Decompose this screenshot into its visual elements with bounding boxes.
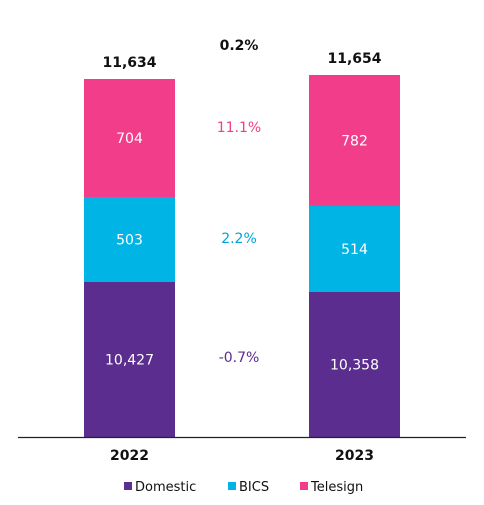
- change-label-domestic: -0.7%: [219, 350, 260, 366]
- x-tick-label-2022: 2022: [110, 448, 149, 464]
- data-label-bics-2022: 503: [116, 233, 143, 249]
- total-label-2023: 11,654: [327, 51, 381, 67]
- change-label-bics: 2.2%: [221, 231, 257, 247]
- legend-label-bics: BICS: [239, 480, 269, 495]
- data-label-domestic-2023: 10,358: [330, 358, 379, 374]
- bar-domestic-2022: [84, 282, 175, 437]
- legend-label-domestic: Domestic: [135, 480, 196, 495]
- data-label-telesign-2022: 704: [116, 131, 143, 147]
- bar-telesign-2023: [309, 75, 400, 206]
- legend-swatch-domestic: [124, 482, 132, 490]
- legend-label-telesign: Telesign: [310, 480, 363, 495]
- change-label-telesign: 11.1%: [217, 120, 261, 136]
- bar-bics-2023: [309, 206, 400, 292]
- bar-domestic-2023: [309, 292, 400, 437]
- bar-bics-2022: [84, 197, 175, 282]
- total-change-label: 0.2%: [220, 38, 259, 54]
- bar-telesign-2022: [84, 79, 175, 197]
- x-tick-label-2023: 2023: [335, 448, 374, 464]
- data-label-telesign-2023: 782: [341, 134, 368, 150]
- data-label-domestic-2022: 10,427: [105, 353, 154, 369]
- total-label-2022: 11,634: [102, 55, 156, 71]
- legend-swatch-telesign: [300, 482, 308, 490]
- legend-swatch-bics: [228, 482, 236, 490]
- data-label-bics-2023: 514: [341, 242, 368, 258]
